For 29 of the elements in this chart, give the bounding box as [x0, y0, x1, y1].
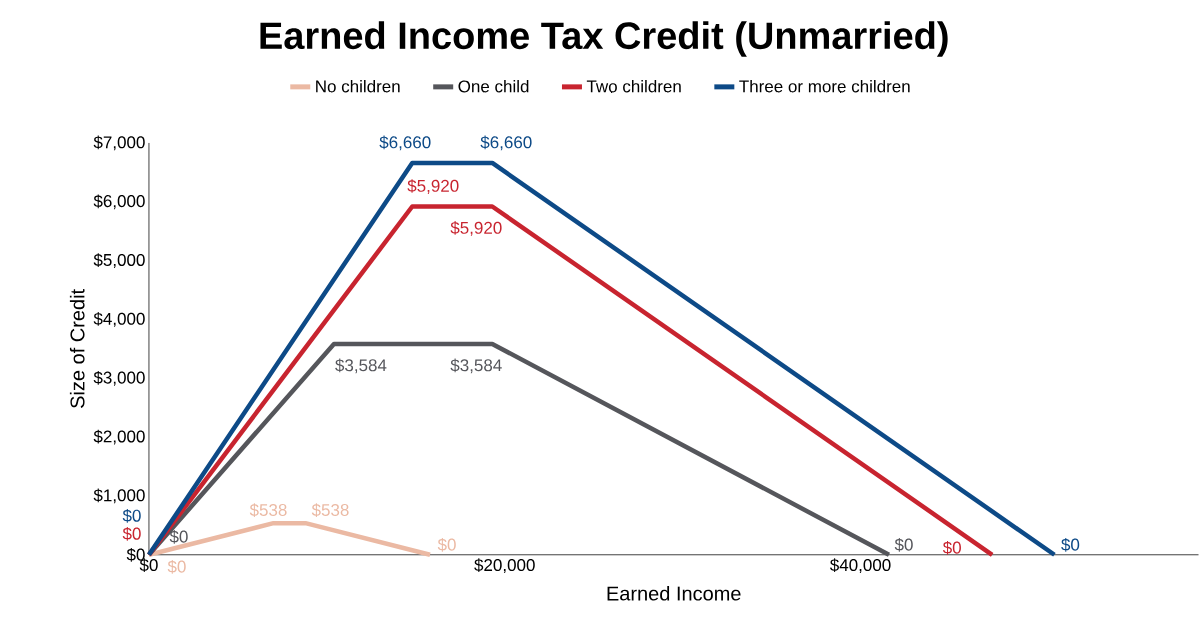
y-tick-label: $2,000 [93, 429, 145, 445]
data-label: $538 [249, 503, 287, 518]
x-axis-title: Earned Income [607, 586, 741, 601]
y-tick-label: $7,000 [93, 135, 145, 151]
y-tick-label: $6,000 [93, 194, 145, 210]
legend-label: One child [458, 80, 529, 93]
y-tick-label: $5,000 [93, 253, 145, 269]
y-tick-label: $3,000 [93, 371, 145, 386]
data-label: $3,584 [450, 358, 502, 374]
data-label: $0 [169, 530, 188, 544]
data-label: $3,584 [335, 358, 387, 374]
y-tick-label: $4,000 [93, 312, 145, 327]
chart-title: Earned Income Tax Credit (Unmarried) [260, 21, 948, 57]
y-axis-title: Size of Credit [69, 289, 85, 409]
data-label: $6,660 [480, 135, 532, 151]
legend-label: Two children [586, 80, 681, 93]
data-label: $5,920 [450, 221, 502, 236]
y-tick-label: $1,000 [93, 488, 145, 504]
data-label: $5,920 [407, 179, 459, 194]
legend-label: Three or more children [739, 80, 910, 93]
legend-label: No children [316, 80, 400, 93]
data-label: $0 [942, 541, 961, 555]
x-tick-label: $40,000 [829, 558, 891, 574]
data-label: $0 [437, 538, 456, 552]
data-label: $0 [894, 538, 913, 552]
data-label: $538 [311, 503, 349, 518]
x-tick-label: $20,000 [474, 558, 535, 574]
data-label: $6,660 [379, 135, 431, 151]
data-label: $0 [1061, 538, 1080, 552]
